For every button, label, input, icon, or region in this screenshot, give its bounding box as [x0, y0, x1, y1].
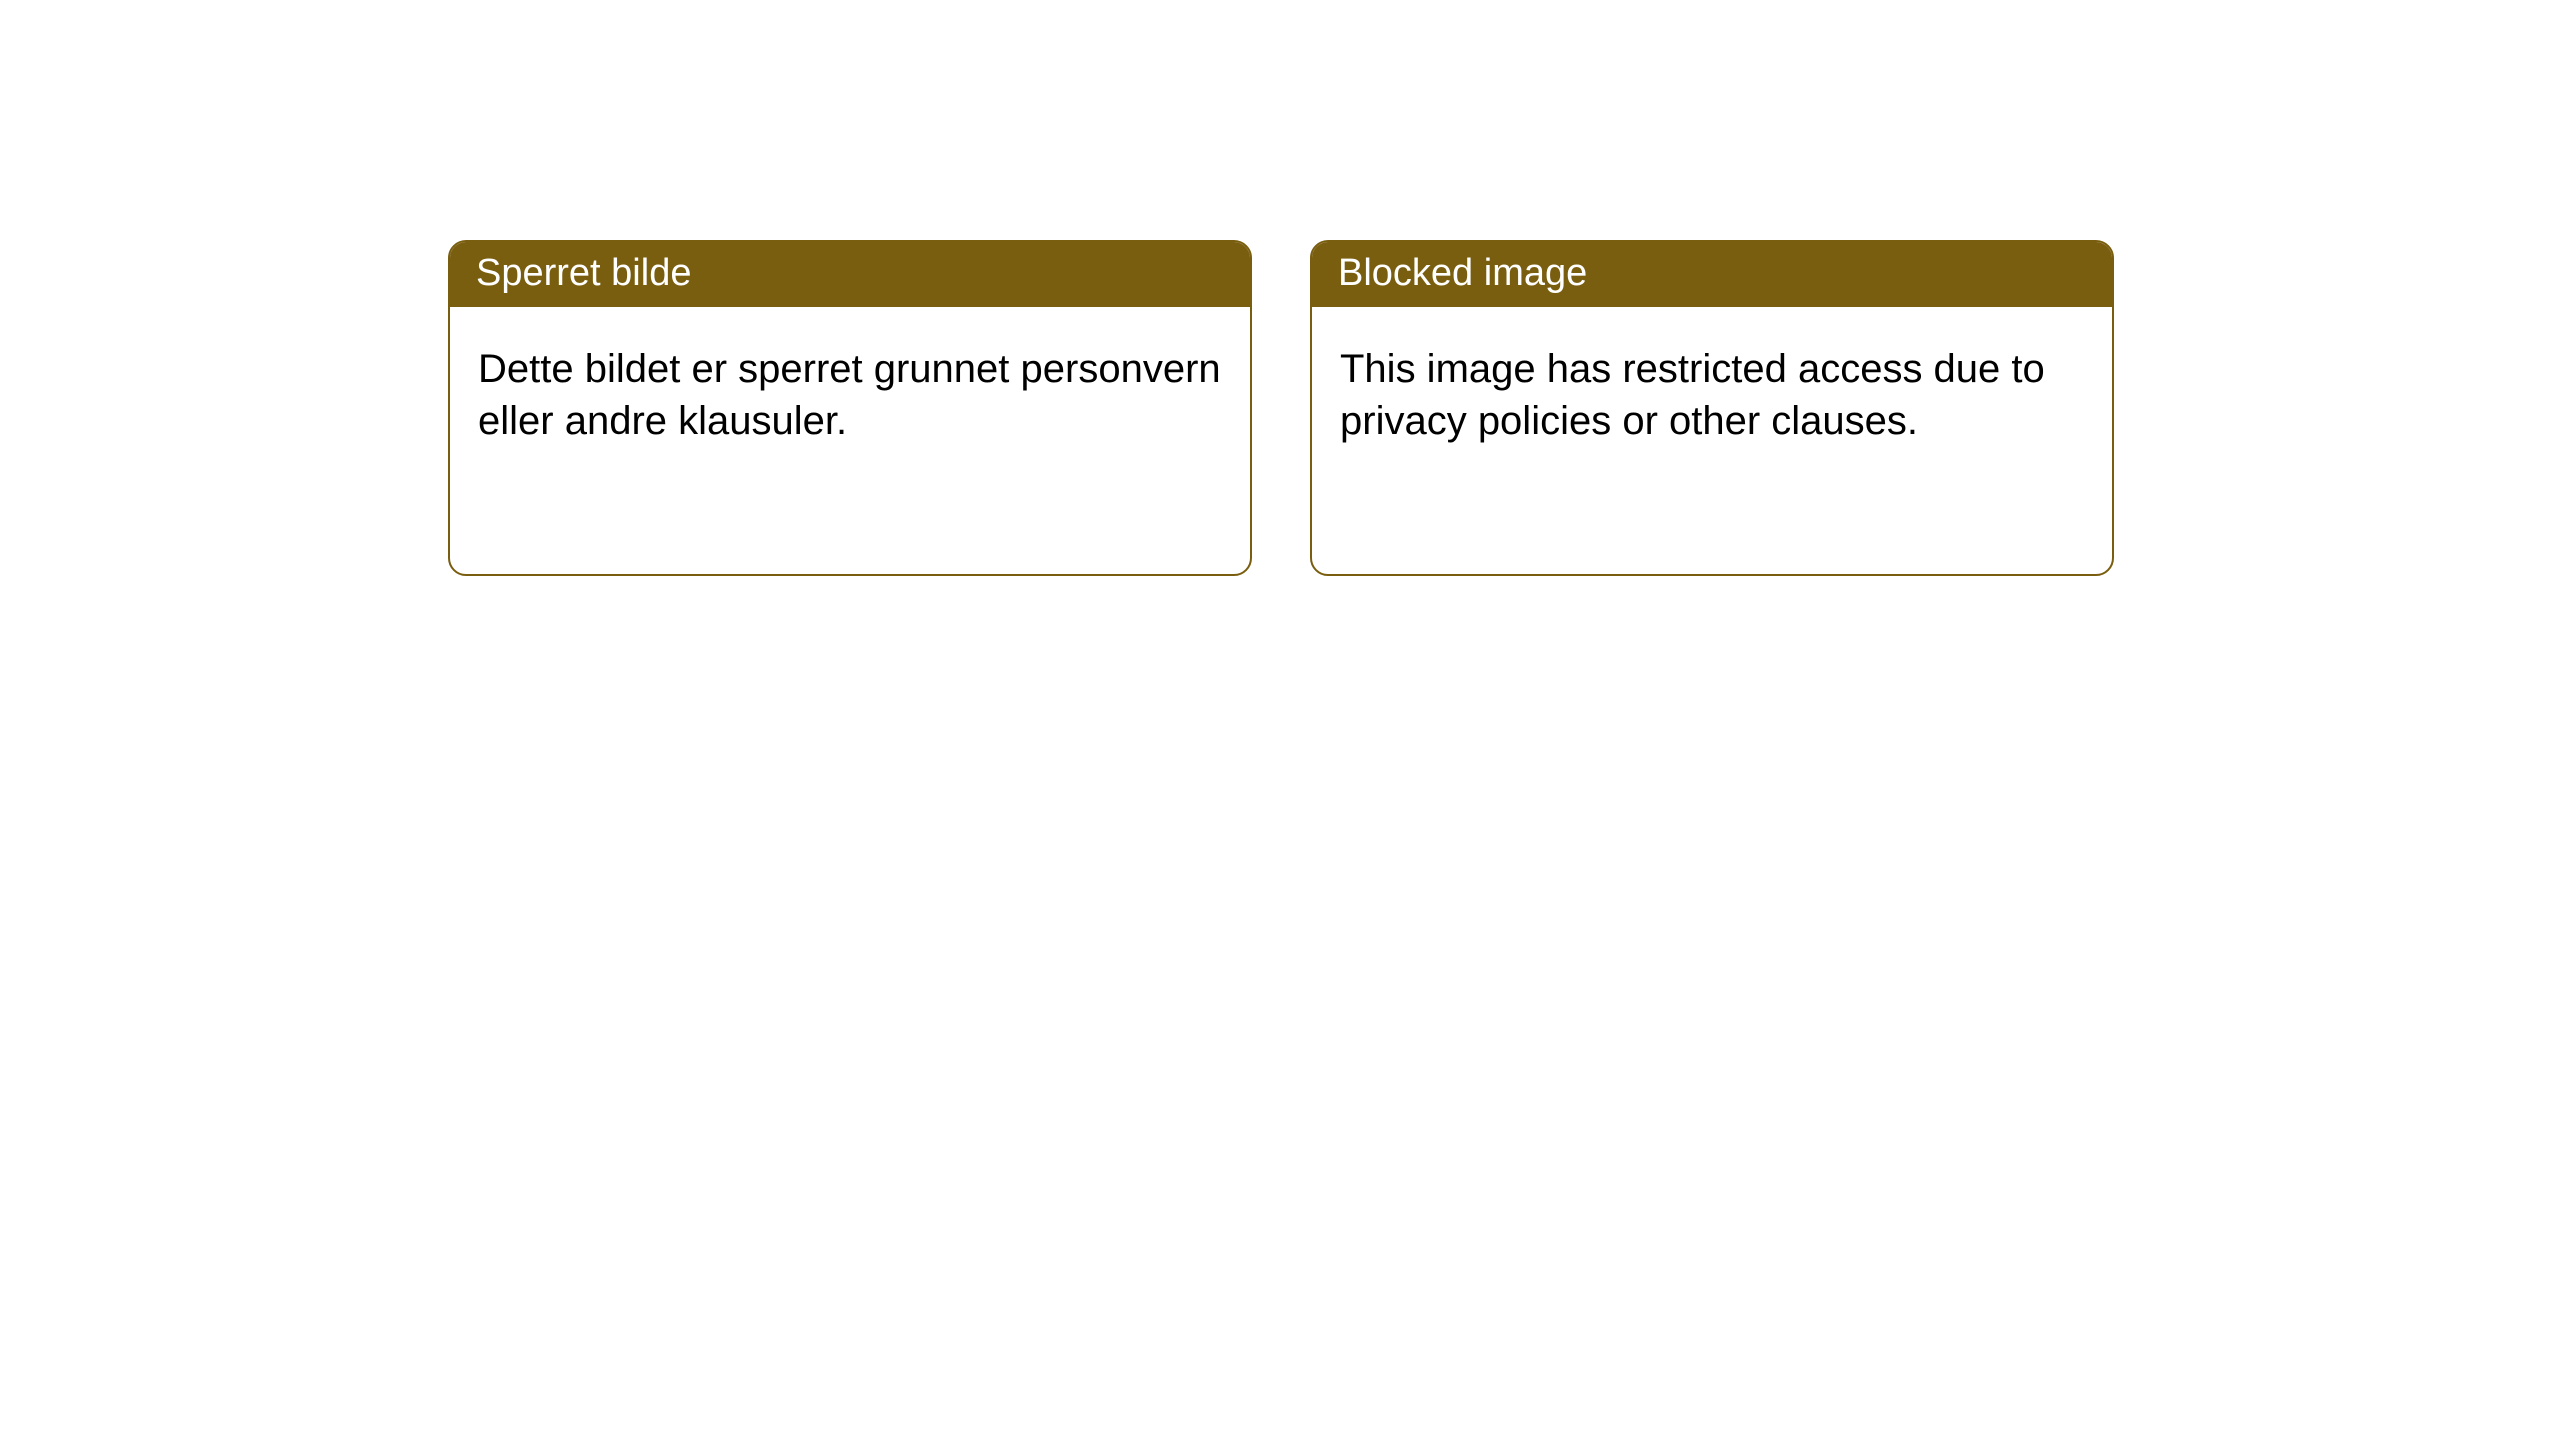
blocked-image-card-en: Blocked image This image has restricted … [1310, 240, 2114, 576]
card-body: This image has restricted access due to … [1312, 307, 2112, 467]
cards-container: Sperret bilde Dette bildet er sperret gr… [0, 0, 2560, 576]
card-header: Blocked image [1312, 242, 2112, 307]
blocked-image-card-no: Sperret bilde Dette bildet er sperret gr… [448, 240, 1252, 576]
card-message: Dette bildet er sperret grunnet personve… [478, 347, 1221, 443]
card-header: Sperret bilde [450, 242, 1250, 307]
card-body: Dette bildet er sperret grunnet personve… [450, 307, 1250, 467]
card-message: This image has restricted access due to … [1340, 347, 2045, 443]
card-title: Sperret bilde [476, 252, 691, 294]
card-title: Blocked image [1338, 252, 1587, 294]
